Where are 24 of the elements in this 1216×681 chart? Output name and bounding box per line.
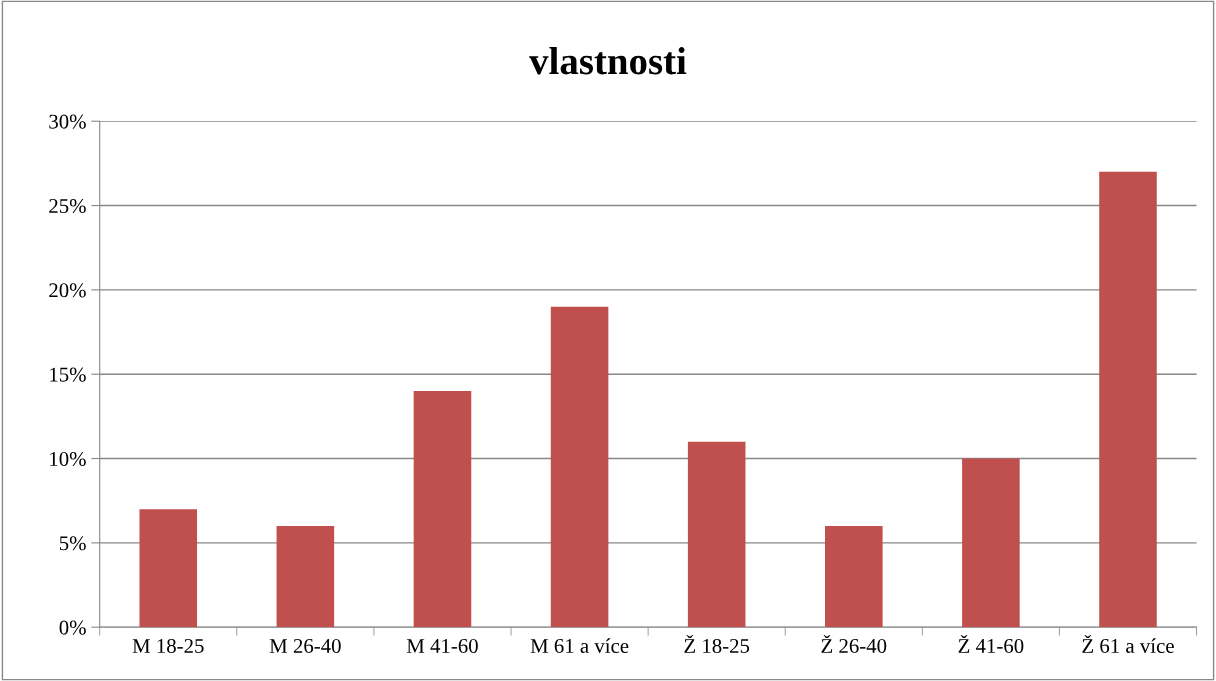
chart-title: vlastnosti: [529, 47, 687, 75]
bar: [824, 526, 883, 628]
y-tick-label: 25%: [49, 198, 86, 214]
y-tick-label: 0%: [59, 620, 86, 635]
y-tick-label: 20%: [49, 283, 86, 298]
bar: [1099, 171, 1157, 628]
y-tick-label: 10%: [50, 451, 86, 467]
x-tick-label: M 26-40: [269, 638, 341, 653]
x-tick-label: M 18-25: [132, 638, 204, 653]
x-tick-label: Ž 41-60: [958, 634, 1024, 653]
x-tick-label: Ž 26-40: [821, 634, 887, 653]
bar: [962, 458, 1020, 628]
bar: [550, 306, 609, 628]
x-tick-label: M 61 a více: [530, 638, 629, 653]
bar: [139, 509, 198, 628]
x-tick-label: Ž 61 a více: [1082, 634, 1174, 653]
y-tick-label: 15%: [50, 367, 86, 382]
bar: [413, 391, 472, 628]
bar: [276, 526, 335, 628]
x-tick-label: Ž 18-25: [684, 634, 750, 653]
y-tick-label: 30%: [49, 114, 86, 129]
y-tick-label: 5%: [59, 536, 86, 551]
bar: [687, 441, 746, 628]
x-tick-label: M 41-60: [406, 638, 478, 653]
